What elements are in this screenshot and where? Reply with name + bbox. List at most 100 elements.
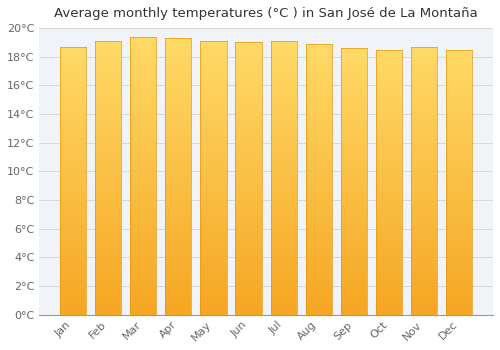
Bar [446,267,472,270]
Bar [306,261,332,263]
Bar [95,60,122,63]
Bar [236,271,262,274]
Bar [236,86,262,89]
Bar [411,197,438,199]
Bar [60,205,86,208]
Bar [236,83,262,86]
Bar [306,206,332,209]
Bar [376,142,402,145]
Bar [165,143,192,146]
Bar [376,270,402,272]
Bar [200,55,226,57]
Bar [446,121,472,124]
Bar [130,267,156,270]
Bar [236,50,262,53]
Bar [165,124,192,127]
Bar [446,251,472,254]
Bar [270,77,297,79]
Bar [340,293,367,296]
Bar [446,116,472,119]
Bar [236,62,262,64]
Bar [446,275,472,278]
Bar [376,219,402,222]
Bar [236,203,262,206]
Bar [165,99,192,102]
Bar [340,118,367,120]
Bar [340,48,367,51]
Bar [270,271,297,274]
Bar [236,192,262,195]
Bar [236,252,262,255]
Bar [270,285,297,287]
Bar [95,85,122,88]
Bar [95,123,122,126]
Bar [306,147,332,149]
Bar [411,258,438,261]
Bar [270,203,297,205]
Bar [340,80,367,83]
Bar [306,233,332,236]
Bar [60,103,86,106]
Bar [236,293,262,296]
Bar [236,268,262,271]
Bar [340,102,367,104]
Bar [130,226,156,229]
Bar [411,76,438,79]
Bar [200,214,226,216]
Bar [95,200,122,203]
Bar [236,168,262,170]
Bar [236,195,262,198]
Bar [60,183,86,186]
Bar [376,55,402,57]
Bar [95,156,122,159]
Bar [411,154,438,156]
Bar [411,237,438,240]
Bar [95,77,122,79]
Bar [270,290,297,293]
Bar [306,71,332,74]
Bar [60,288,86,290]
Bar [130,231,156,234]
Bar [130,204,156,206]
Bar [60,122,86,125]
Bar [200,183,226,186]
Bar [200,191,226,194]
Bar [165,88,192,91]
Bar [200,268,226,271]
Bar [165,298,192,301]
Bar [200,134,226,137]
Bar [376,248,402,251]
Bar [306,63,332,65]
Bar [340,189,367,192]
Bar [340,309,367,312]
Bar [165,307,192,309]
Bar [306,182,332,185]
Bar [236,157,262,160]
Bar [60,213,86,216]
Bar [95,257,122,260]
Bar [236,160,262,162]
Bar [411,274,438,277]
Bar [165,210,192,212]
Bar [446,65,472,68]
Bar [340,163,367,166]
Bar [376,87,402,89]
Bar [446,195,472,198]
Bar [200,197,226,200]
Bar [236,214,262,217]
Bar [411,71,438,74]
Bar [446,156,472,158]
Bar [130,309,156,312]
Bar [130,209,156,212]
Bar [60,114,86,117]
Bar [130,198,156,201]
Bar [270,112,297,115]
Bar [236,258,262,260]
Bar [270,293,297,296]
Bar [60,189,86,191]
Bar [270,79,297,82]
Bar [130,106,156,109]
Bar [340,237,367,240]
Bar [270,268,297,271]
Bar [60,243,86,245]
